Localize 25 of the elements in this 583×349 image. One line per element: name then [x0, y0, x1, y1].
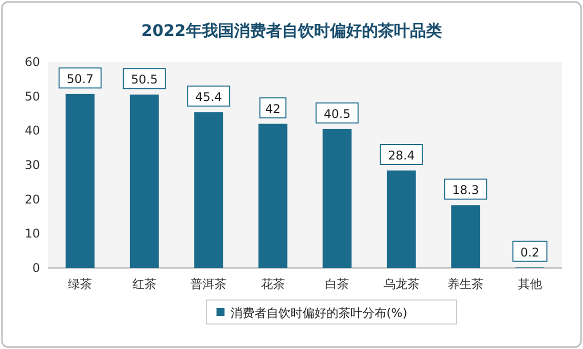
y-tick-label: 60 [24, 55, 40, 69]
data-label: 50.7 [66, 72, 94, 86]
data-label: 18.3 [452, 183, 479, 198]
y-tick-label: 0 [32, 261, 40, 275]
y-tick-label: 40 [24, 124, 40, 138]
y-tick-label: 10 [24, 226, 40, 241]
x-tick-label: 其他 [518, 277, 542, 291]
data-label: 40.5 [324, 106, 350, 121]
x-tick-label: 普洱茶 [190, 277, 227, 291]
y-tick-label: 30 [24, 158, 40, 172]
data-label: 42 [265, 102, 281, 116]
x-tick-label: 乌龙茶 [383, 277, 420, 291]
x-tick-label: 白茶 [325, 277, 350, 291]
x-tick-label: 绿茶 [68, 277, 92, 291]
x-tick-label: 花茶 [260, 277, 285, 291]
data-label: 50.5 [131, 72, 158, 87]
y-tick-label: 20 [24, 192, 40, 206]
legend-label: 消费者自饮时偏好的茶叶分布(%) [230, 306, 408, 320]
y-tick-label: 50 [24, 89, 40, 104]
data-label: 45.4 [195, 90, 222, 104]
x-tick-label: 红茶 [132, 277, 156, 291]
data-label: 0.2 [520, 245, 540, 260]
x-tick-label: 养生茶 [448, 277, 484, 291]
data-label: 28.4 [388, 148, 415, 162]
title: 2022年我国消费者自饮时偏好的茶叶品类 [141, 21, 442, 40]
